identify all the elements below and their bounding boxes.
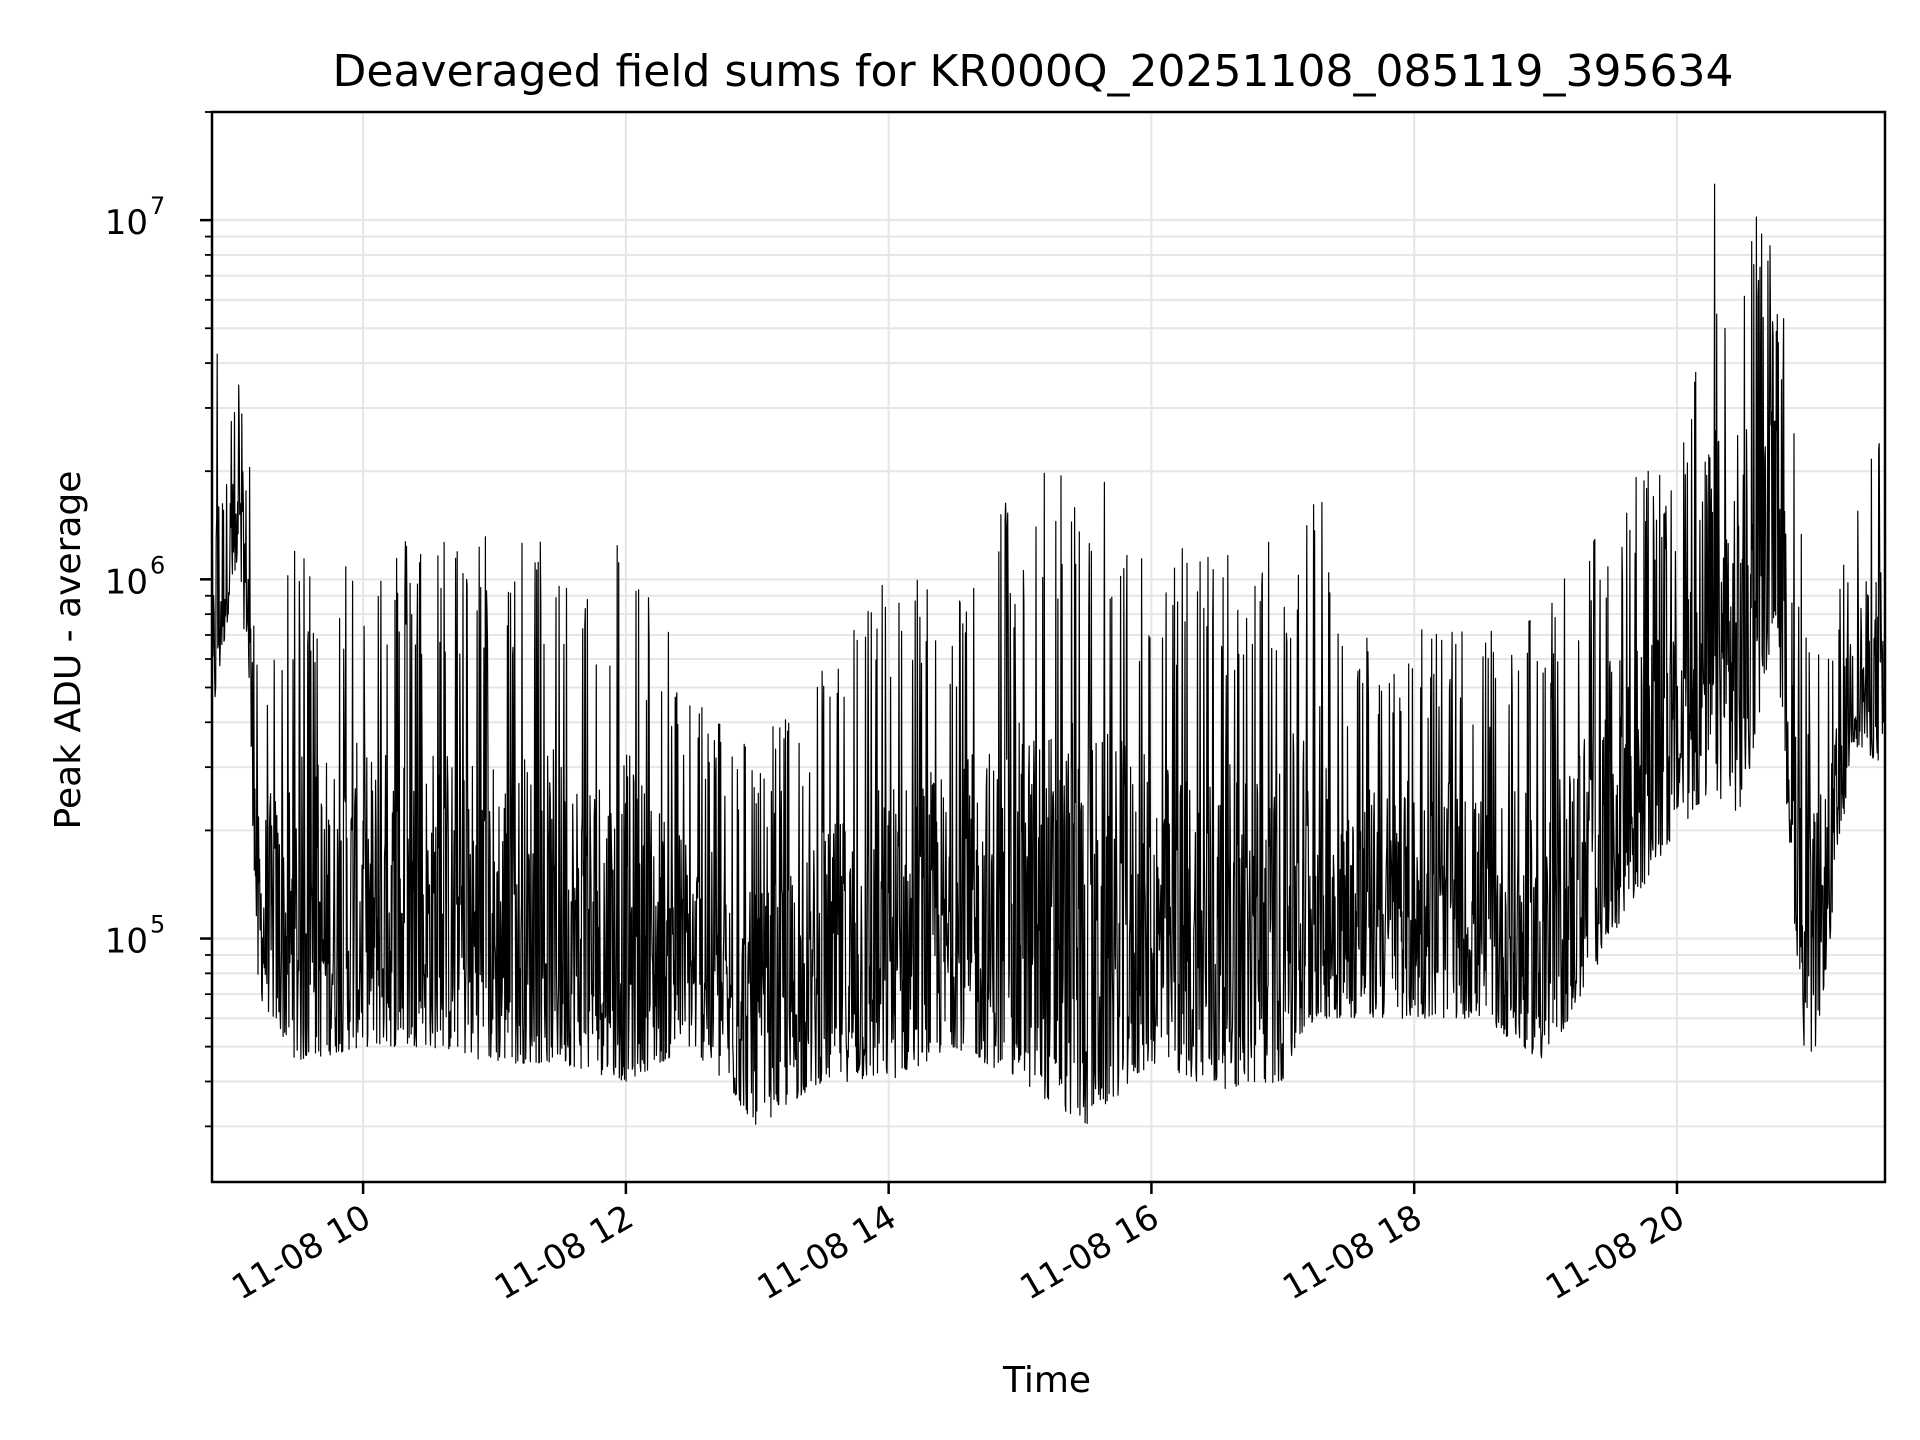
y-tick-label: 10: [105, 562, 148, 602]
y-tick-label: 10: [105, 922, 148, 962]
chart-title: Deaveraged field sums for KR000Q_2025110…: [333, 46, 1734, 97]
y-axis-label: Peak ADU - average: [48, 471, 89, 830]
y-tick-exponent: 6: [150, 551, 165, 579]
y-tick-label: 10: [105, 203, 148, 243]
y-tick-exponent: 7: [150, 192, 165, 220]
data-layer: [211, 183, 1886, 1125]
y-tick-exponent: 5: [150, 911, 165, 939]
plot-frame: [210, 110, 1887, 1184]
x-axis-label: Time: [1002, 1360, 1091, 1401]
series-line: [211, 183, 1886, 1125]
